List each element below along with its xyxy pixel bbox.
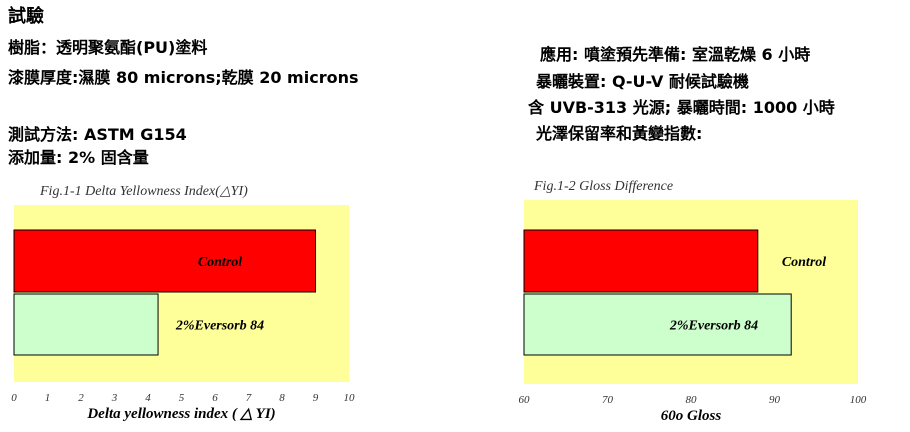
x-tick-label: 0: [11, 392, 17, 404]
x-tick-label: 6: [212, 392, 218, 404]
x-tick-label: 10: [344, 392, 356, 404]
x-tick-label: 7: [246, 392, 252, 404]
text-line: 光澤保留率和黃變指數:: [535, 124, 702, 143]
bar-label: Control: [198, 255, 242, 270]
bar: [523, 293, 792, 356]
x-tick-label: 2: [78, 392, 84, 404]
x-tick-label: 3: [111, 392, 118, 404]
text-line: 添加量: 2% 固含量: [8, 148, 149, 167]
x-tick-label: 4: [145, 392, 151, 404]
x-tick-label: 100: [850, 394, 867, 406]
bar: [13, 293, 159, 356]
x-axis-title: Delta yellowness index ( △ YI): [86, 406, 275, 422]
bar: [523, 229, 759, 293]
x-tick-label: 1: [45, 392, 51, 404]
x-axis-title: 60o Gloss: [661, 408, 722, 424]
text-line: 測試方法: ASTM G154: [8, 125, 187, 144]
bar: [13, 229, 316, 293]
x-tick-label: 9: [313, 392, 319, 404]
x-tick-label: 5: [179, 392, 185, 404]
x-tick-label: 80: [686, 394, 698, 406]
x-tick-label: 90: [769, 394, 781, 406]
bar-label: Control: [782, 255, 826, 270]
x-tick-label: 8: [279, 392, 285, 404]
text-line: 漆膜厚度:濕膜 80 microns;乾膜 20 microns: [8, 68, 359, 87]
chart-title: Fig.1-1 Delta Yellowness Index(△YI): [39, 184, 248, 199]
bar-label: 2%Eversorb 84: [175, 319, 264, 334]
x-tick-label: 60: [519, 394, 531, 406]
text-line: 樹脂：透明聚氨酯(PU)塗料: [8, 38, 207, 57]
title: 試驗: [8, 5, 44, 27]
text-line: 含 UVB-313 光源; 暴曬時間: 1000 小時: [528, 98, 835, 117]
text-line: 暴曬裝置: Q-U-V 耐候試驗機: [535, 72, 749, 91]
text-line: 應用: 噴塗預先準備: 室溫乾燥 6 小時: [540, 45, 810, 64]
chart-title: Fig.1-2 Gloss Difference: [533, 179, 673, 194]
x-tick-label: 70: [602, 394, 614, 406]
bar-label: 2%Eversorb 84: [669, 319, 758, 334]
